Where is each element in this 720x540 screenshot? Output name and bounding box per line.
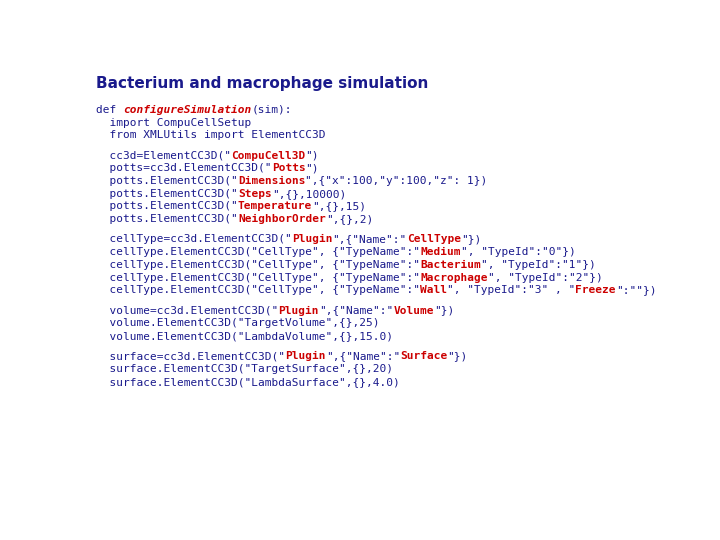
Text: Bacterium: Bacterium xyxy=(420,260,481,270)
Text: ", "TypeId":"0"}): ", "TypeId":"0"}) xyxy=(461,247,575,257)
Text: cc3d=ElementCC3D(": cc3d=ElementCC3D(" xyxy=(96,151,231,160)
Text: Volume: Volume xyxy=(393,306,433,315)
Text: Plugin: Plugin xyxy=(292,234,333,245)
Text: ",{},2): ",{},2) xyxy=(325,214,373,224)
Text: "): ") xyxy=(305,163,319,173)
Text: cellType.ElementCC3D("CellType", {"TypeName":": cellType.ElementCC3D("CellType", {"TypeN… xyxy=(96,247,420,257)
Text: CellType: CellType xyxy=(407,234,461,245)
Text: potts.ElementCC3D(": potts.ElementCC3D(" xyxy=(96,214,238,224)
Text: volume.ElementCC3D("TargetVolume",{},25): volume.ElementCC3D("TargetVolume",{},25) xyxy=(96,318,379,328)
Text: volume=cc3d.ElementCC3D(": volume=cc3d.ElementCC3D(" xyxy=(96,306,279,315)
Text: potts.ElementCC3D(": potts.ElementCC3D(" xyxy=(96,201,238,211)
Text: Plugin: Plugin xyxy=(279,306,319,315)
Text: from XMLUtils import ElementCC3D: from XMLUtils import ElementCC3D xyxy=(96,130,325,140)
Text: potts.ElementCC3D(": potts.ElementCC3D(" xyxy=(96,188,238,199)
Text: Temperature: Temperature xyxy=(238,201,312,211)
Text: ",{"x":100,"y":100,"z": 1}): ",{"x":100,"y":100,"z": 1}) xyxy=(305,176,487,186)
Text: def: def xyxy=(96,105,123,115)
Text: cellType.ElementCC3D("CellType", {"TypeName":": cellType.ElementCC3D("CellType", {"TypeN… xyxy=(96,273,420,282)
Text: "}): "}) xyxy=(461,234,481,245)
Text: cellType.ElementCC3D("CellType", {"TypeName":": cellType.ElementCC3D("CellType", {"TypeN… xyxy=(96,260,420,270)
Text: surface=cc3d.ElementCC3D(": surface=cc3d.ElementCC3D(" xyxy=(96,352,285,361)
Text: ",{},10000): ",{},10000) xyxy=(271,188,346,199)
Text: "): ") xyxy=(305,151,319,160)
Text: "}): "}) xyxy=(447,352,467,361)
Text: Freeze: Freeze xyxy=(575,285,616,295)
Text: ",{"Name":": ",{"Name":" xyxy=(325,352,400,361)
Text: import CompuCellSetup: import CompuCellSetup xyxy=(96,118,251,127)
Text: ",{"Name":": ",{"Name":" xyxy=(319,306,393,315)
Text: cellType.ElementCC3D("CellType", {"TypeName":": cellType.ElementCC3D("CellType", {"TypeN… xyxy=(96,285,420,295)
Text: "}): "}) xyxy=(433,306,454,315)
Text: potts.ElementCC3D(": potts.ElementCC3D(" xyxy=(96,176,238,186)
Text: ", "TypeId":"1"}): ", "TypeId":"1"}) xyxy=(481,260,595,270)
Text: ", "TypeId":"3" , ": ", "TypeId":"3" , " xyxy=(447,285,575,295)
Text: Bacterium and macrophage simulation: Bacterium and macrophage simulation xyxy=(96,76,428,91)
Text: configureSimulation: configureSimulation xyxy=(123,105,251,115)
Text: ", "TypeId":"2"}): ", "TypeId":"2"}) xyxy=(487,273,603,282)
Text: Medium: Medium xyxy=(420,247,461,257)
Text: Dimensions: Dimensions xyxy=(238,176,305,186)
Text: Steps: Steps xyxy=(238,188,271,199)
Text: Macrophage: Macrophage xyxy=(420,273,487,282)
Text: volume.ElementCC3D("LambdaVolume",{},15.0): volume.ElementCC3D("LambdaVolume",{},15.… xyxy=(96,331,393,341)
Text: potts=cc3d.ElementCC3D(": potts=cc3d.ElementCC3D(" xyxy=(96,163,271,173)
Text: ",{},15): ",{},15) xyxy=(312,201,366,211)
Text: cellType=cc3d.ElementCC3D(": cellType=cc3d.ElementCC3D(" xyxy=(96,234,292,245)
Text: NeighborOrder: NeighborOrder xyxy=(238,214,325,224)
Text: (sim):: (sim): xyxy=(251,105,292,115)
Text: Wall: Wall xyxy=(420,285,447,295)
Text: Potts: Potts xyxy=(271,163,305,173)
Text: CompuCell3D: CompuCell3D xyxy=(231,151,305,160)
Text: ",{"Name":": ",{"Name":" xyxy=(333,234,407,245)
Text: Surface: Surface xyxy=(400,352,447,361)
Text: Plugin: Plugin xyxy=(285,352,325,361)
Text: surface.ElementCC3D("TargetSurface",{},20): surface.ElementCC3D("TargetSurface",{},2… xyxy=(96,364,393,374)
Text: ":""}): ":""}) xyxy=(616,285,657,295)
Text: surface.ElementCC3D("LambdaSurface",{},4.0): surface.ElementCC3D("LambdaSurface",{},4… xyxy=(96,377,400,387)
